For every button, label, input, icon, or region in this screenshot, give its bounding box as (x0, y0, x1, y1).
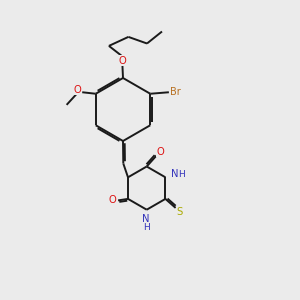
Text: Br: Br (170, 87, 181, 97)
Text: H: H (178, 170, 185, 179)
Text: O: O (109, 195, 117, 206)
Text: O: O (118, 56, 126, 66)
Text: N: N (142, 214, 150, 224)
Text: H: H (143, 223, 149, 232)
Text: N: N (171, 169, 178, 179)
Text: S: S (177, 207, 183, 218)
Text: O: O (74, 85, 82, 95)
Text: O: O (156, 147, 164, 157)
